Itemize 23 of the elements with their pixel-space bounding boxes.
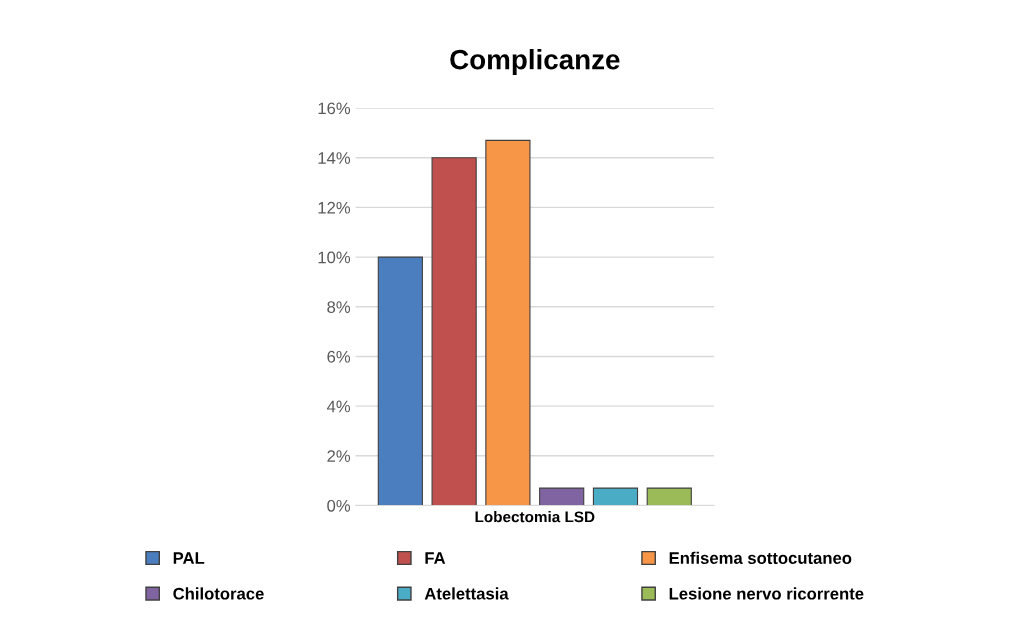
y-tick-label: 16%	[318, 102, 351, 115]
x-tick-label: Lobectomia LSD	[475, 511, 595, 523]
y-tick-label: 6%	[327, 350, 351, 363]
bar	[431, 157, 477, 506]
legend-label: Enfisema sottocutaneo	[669, 551, 852, 564]
bar	[377, 256, 423, 506]
legend-label: PAL	[173, 552, 205, 564]
y-tick-label: 12%	[318, 201, 351, 214]
legend-label: FA	[425, 552, 446, 564]
legend-label: Lesione nervo ricorrente	[669, 587, 864, 600]
bar	[539, 487, 585, 506]
legend-label: Chilotorace	[173, 587, 264, 600]
chart-title: Complicanze	[450, 49, 620, 75]
y-tick-label: 2%	[327, 450, 351, 462]
bar	[592, 487, 639, 506]
y-tick-label: 14%	[318, 152, 351, 164]
bar	[646, 487, 692, 506]
y-tick-label: 10%	[318, 251, 351, 264]
y-tick-label: 0%	[327, 499, 351, 512]
y-tick-label: 4%	[326, 400, 351, 413]
legend-label: Atelettasia	[424, 587, 509, 600]
y-tick-label: 8%	[327, 301, 351, 313]
bar	[485, 139, 531, 506]
